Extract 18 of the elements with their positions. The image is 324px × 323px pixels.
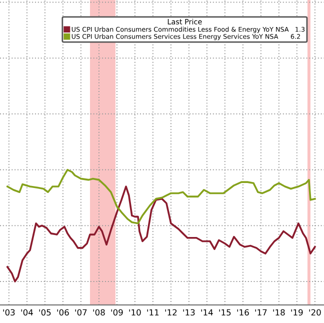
- x-tick-label: '04: [21, 309, 33, 316]
- x-tick-label: '03: [3, 309, 15, 316]
- x-tick-label: '11: [147, 309, 159, 316]
- x-tick-label: '06: [57, 309, 69, 316]
- x-tick-label: '19: [291, 309, 303, 316]
- x-tick-label: '05: [39, 309, 51, 316]
- x-tick-label: '09: [111, 309, 123, 316]
- x-tick-label: '14: [201, 309, 213, 316]
- x-tick-label: '13: [183, 309, 195, 316]
- x-tick-label: '07: [75, 309, 87, 316]
- x-tick-label: '18: [273, 309, 285, 316]
- x-tick-label: '16: [237, 309, 249, 316]
- x-tick-label: '17: [255, 309, 267, 316]
- x-tick-label: '12: [165, 309, 177, 316]
- x-tick-label: '10: [129, 309, 141, 316]
- x-tick-label: '20: [309, 309, 321, 316]
- x-tick-label: '08: [93, 309, 105, 316]
- x-tick-label: '15: [219, 309, 231, 316]
